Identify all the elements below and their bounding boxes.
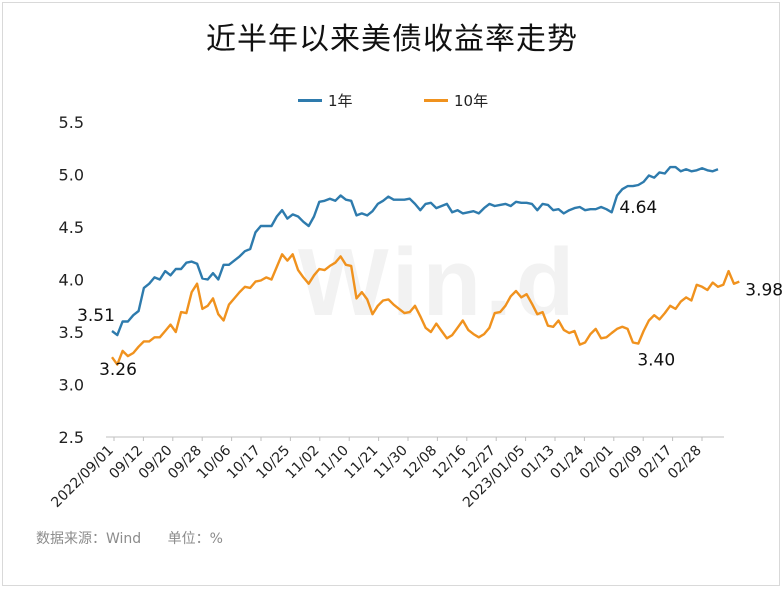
y-tick-label: 4.0 [59,271,84,290]
legend-swatch-1y [298,99,322,102]
x-tick-label: 02/28 [665,443,705,483]
data-label: 3.40 [637,351,675,371]
y-tick-label: 5.0 [59,166,84,185]
source-label: 数据来源：Wind [36,531,142,547]
data-label: 3.51 [77,306,115,326]
x-tick-label: 2022/09/01 [48,443,116,511]
legend-item-10y: 10年 [424,90,488,111]
y-tick-label: 4.5 [59,218,84,237]
y-tick-label: 5.5 [59,113,84,132]
chart-legend: 1年 10年 [0,90,784,110]
legend-label-1y: 1年 [328,92,353,110]
legend-item-1y: 1年 [298,90,353,111]
unit-label: 单位：% [167,531,223,547]
series-line-10y [111,253,740,366]
wind-watermark: Win.d [298,229,579,336]
data-label: 3.98 [745,281,783,301]
data-label: 5.05 [745,0,783,5]
data-label: 4.64 [619,198,657,218]
y-tick-label: 3.0 [59,376,84,395]
legend-label-10y: 10年 [454,92,489,110]
y-tick-label: 2.5 [59,428,84,447]
chart-title: 近半年以来美债收益率走势 [206,22,578,57]
data-label: 3.26 [99,360,137,380]
source-note: 数据来源：Wind 单位：% [36,528,245,548]
y-tick-label: 3.5 [59,323,84,342]
series-line-1y [111,165,719,337]
legend-swatch-10y [424,99,448,102]
